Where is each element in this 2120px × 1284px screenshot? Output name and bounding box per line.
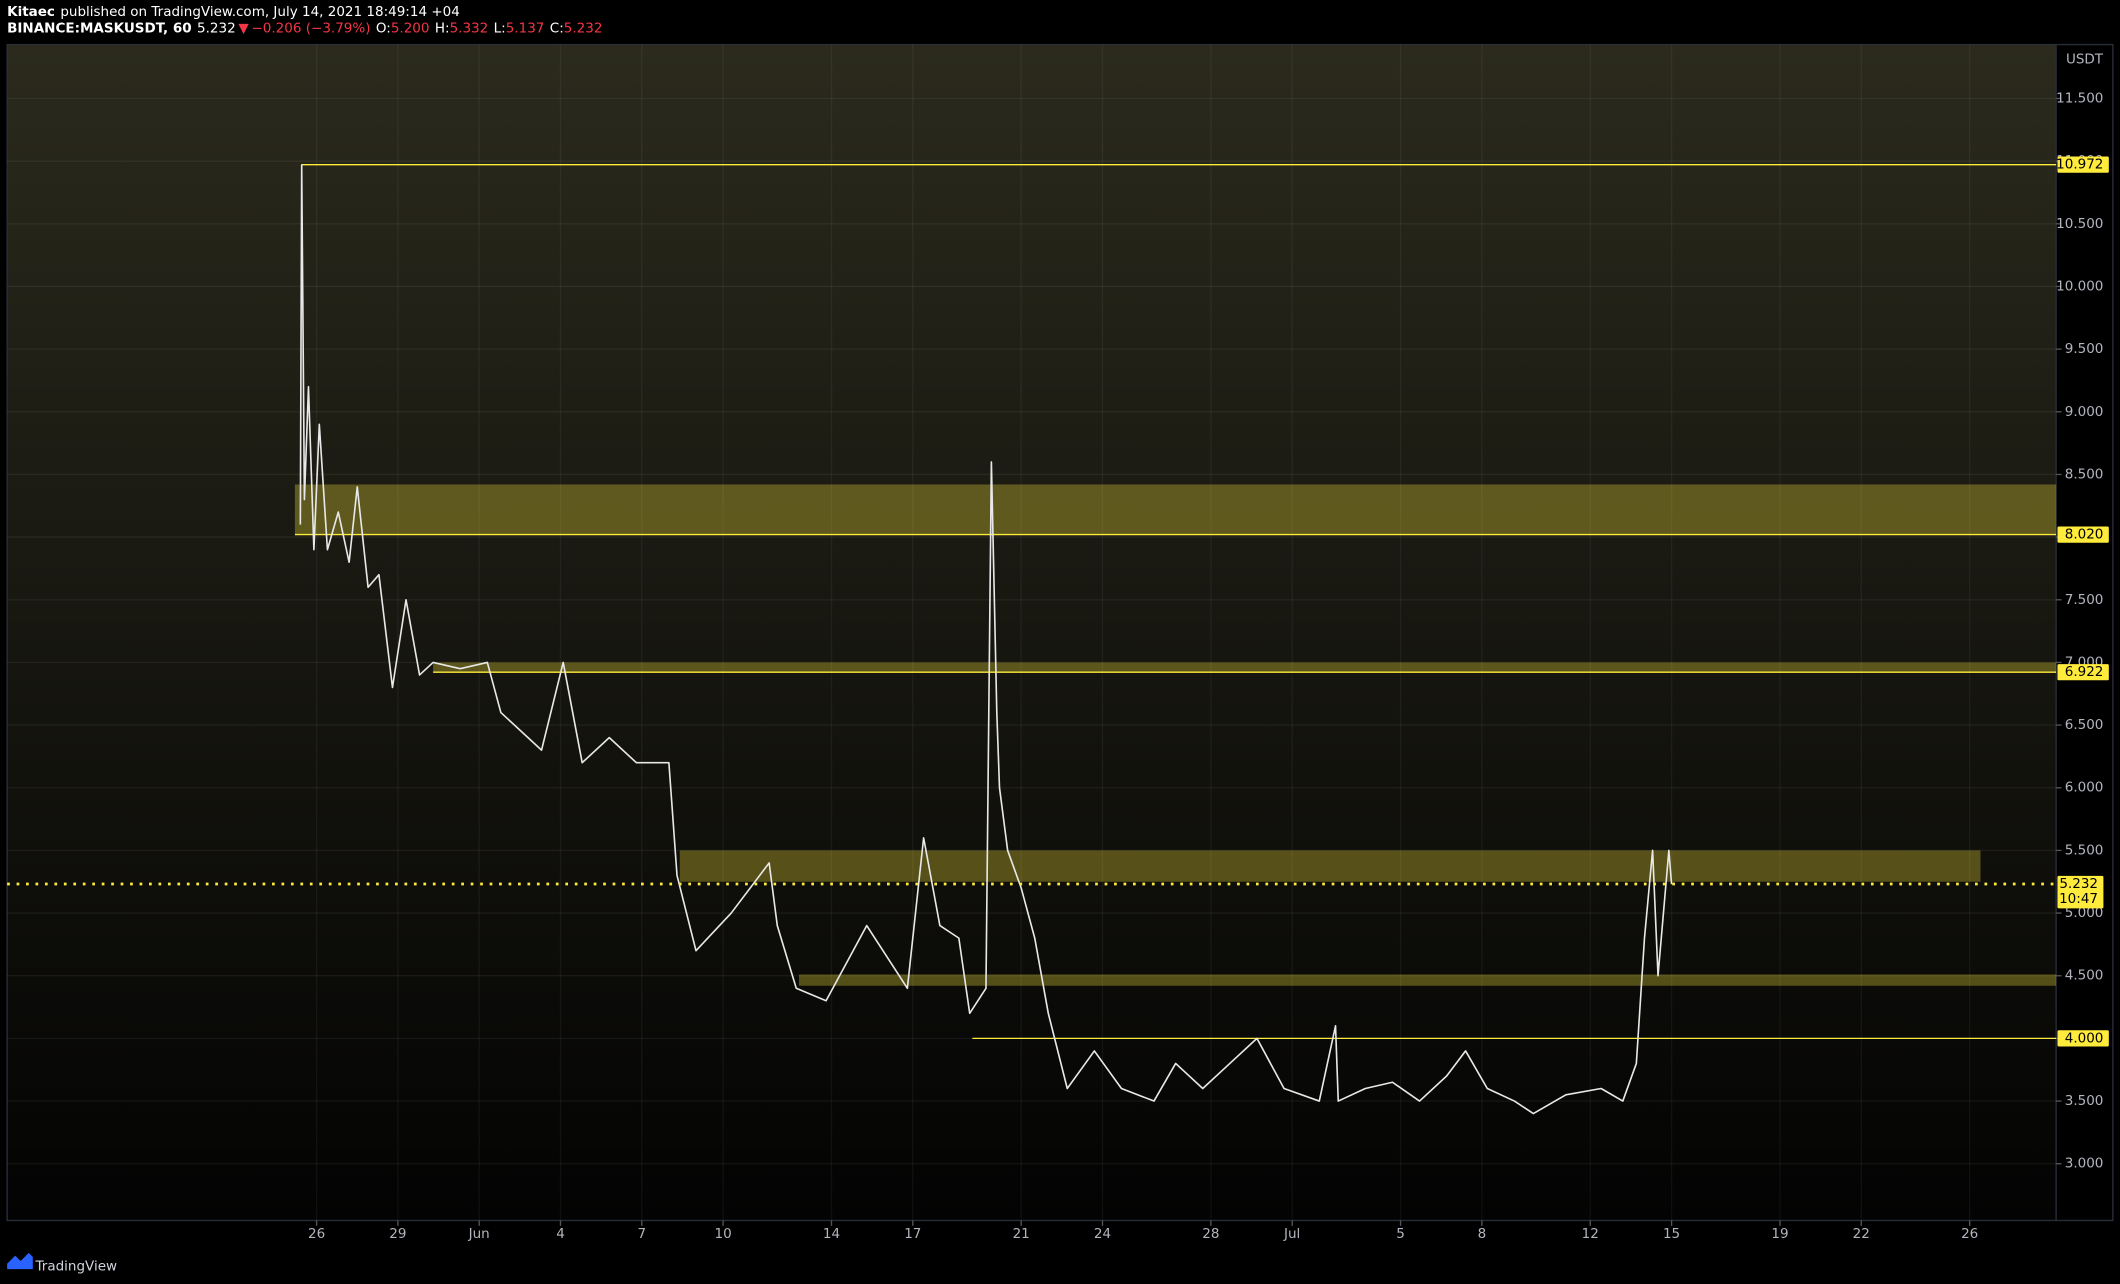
x-tick-label: 10 (714, 1226, 731, 1242)
x-tick-label: Jun (468, 1226, 490, 1242)
y-tick-label: 3.500 (2065, 1093, 2104, 1109)
change: −0.206 (−3.79%) (251, 20, 370, 36)
x-tick-label: 17 (904, 1226, 921, 1242)
y-tick-label: 10.000 (2056, 278, 2103, 294)
countdown: 10:47 (2059, 891, 2098, 907)
x-tick-label: 4 (556, 1226, 565, 1242)
ohlc-value: 5.232 (564, 20, 603, 36)
x-tick-label: 8 (1478, 1226, 1487, 1242)
y-tick-label: 4.500 (2065, 968, 2104, 984)
ohlc-value: 5.200 (391, 20, 430, 36)
x-tick-label: 24 (1094, 1226, 1111, 1242)
y-tick-label: 3.000 (2065, 1156, 2104, 1172)
level-label: 8.020 (2065, 527, 2104, 543)
x-tick-label: 7 (637, 1226, 646, 1242)
zone (433, 662, 2057, 673)
level-label-bg (2057, 156, 2109, 173)
y-tick-label: 6.000 (2065, 780, 2104, 796)
arrow: ▼ (238, 20, 249, 36)
y-tick-label: 9.000 (2065, 404, 2104, 420)
ohlc-label: L: (494, 20, 506, 36)
author: Kitaec (7, 4, 55, 20)
x-tick-label: 14 (823, 1226, 840, 1242)
zone (798, 974, 2057, 986)
last-price-label-bg (2057, 875, 2104, 909)
level-label-bg (2057, 1030, 2109, 1047)
ohlc-value: 5.332 (450, 20, 489, 36)
x-tick-label: 22 (1853, 1226, 1870, 1242)
header-line: Kitaec published on TradingView.com, July… (7, 4, 460, 20)
grid (7, 44, 2057, 1221)
x-tick-label: 26 (308, 1226, 325, 1242)
x-tick-label: 26 (1961, 1226, 1978, 1242)
price-line (299, 164, 1673, 1115)
y-tick-label: 5.000 (2065, 905, 2104, 921)
level-label-bg (2057, 526, 2109, 543)
x-tick-label: 5 (1396, 1226, 1405, 1242)
last-price-label: 5.232 (2059, 876, 2098, 892)
y-tick-label: 9.500 (2065, 341, 2104, 357)
x-tick-label: 21 (1013, 1226, 1030, 1242)
ohlc-label: H: (435, 20, 450, 36)
level-label: 6.922 (2065, 664, 2104, 680)
y-tick-label: 11.500 (2056, 90, 2103, 106)
zone (679, 850, 1981, 882)
x-tick-label: 29 (389, 1226, 406, 1242)
symbol-line: BINANCE:MASKUSDT, 60 5.232 ▼ −0.206 (−3.79%… (7, 20, 602, 36)
plot-area (7, 44, 2057, 1221)
y-tick-label: 5.500 (2065, 842, 2104, 858)
x-tick-label: Jul (1283, 1226, 1300, 1242)
ohlc-label: O: (376, 20, 391, 36)
symbol: BINANCE:MASKUSDT, 60 (7, 20, 192, 36)
y-tick-label: 7.500 (2065, 592, 2104, 608)
plot-frame (6, 43, 2114, 1222)
zone (294, 484, 2057, 535)
x-tick-label: 28 (1202, 1226, 1219, 1242)
level-label: 4.000 (2065, 1030, 2104, 1046)
last: 5.232 (197, 20, 236, 36)
footer-brand: TradingView (35, 1258, 118, 1274)
x-tick-label: 15 (1663, 1226, 1680, 1242)
y-tick-label: 10.500 (2056, 216, 2103, 232)
level-label-bg (2057, 664, 2109, 681)
ohlc-label: C: (550, 20, 564, 36)
x-tick-label: 19 (1771, 1226, 1788, 1242)
y-tick-label: 8.500 (2065, 466, 2104, 482)
logo-icon (7, 1252, 33, 1270)
y-tick-label: 6.500 (2065, 717, 2104, 733)
x-tick-label: 12 (1582, 1226, 1599, 1242)
footer-logo (7, 1252, 33, 1270)
y-unit: USDT (2066, 51, 2104, 67)
level-label: 10.972 (2056, 157, 2103, 173)
ohlc-value: 5.137 (506, 20, 545, 36)
title: published on TradingView.com, July 14, 2… (60, 4, 459, 20)
